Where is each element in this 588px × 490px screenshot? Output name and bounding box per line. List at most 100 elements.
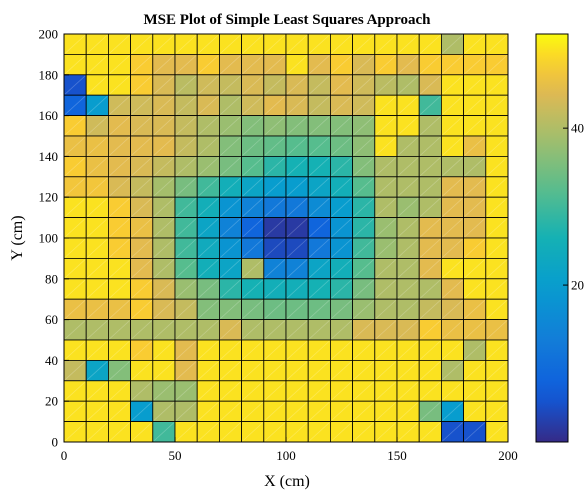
cell-glare-line bbox=[153, 381, 175, 401]
cell-glare-line bbox=[286, 136, 308, 156]
cell-glare-line bbox=[86, 422, 108, 442]
heatmap-cells bbox=[63, 33, 509, 443]
cell-glare-line bbox=[175, 218, 197, 238]
cell-glare-line bbox=[375, 177, 397, 197]
cell-glare-line bbox=[242, 259, 264, 279]
cell-glare-line bbox=[442, 197, 463, 217]
cell-glare-line bbox=[419, 177, 441, 197]
cell-glare-line bbox=[131, 197, 153, 217]
cell-glare-line bbox=[442, 340, 463, 360]
cell-glare-line bbox=[175, 340, 197, 360]
cell-glare-line bbox=[109, 116, 130, 136]
cell-glare-line bbox=[109, 401, 130, 421]
x-axis-ticks: 0 50 100 150 200 bbox=[61, 437, 518, 463]
cell-glare-line bbox=[109, 177, 130, 197]
x-tick-label: 0 bbox=[61, 448, 68, 463]
cell-glare-line bbox=[64, 422, 86, 442]
cell-glare-line bbox=[175, 55, 197, 75]
cell-glare-line bbox=[153, 177, 175, 197]
cell-glare-line bbox=[175, 34, 197, 54]
cell-glare-line bbox=[64, 197, 86, 217]
cell-glare-line bbox=[197, 218, 219, 238]
cell-glare-line bbox=[264, 259, 286, 279]
cell-glare-line bbox=[286, 299, 308, 319]
x-tick-label: 200 bbox=[498, 448, 518, 463]
cell-glare-line bbox=[308, 279, 330, 299]
cell-glare-line bbox=[464, 361, 486, 381]
cell-glare-line bbox=[375, 422, 397, 442]
cell-glare-line bbox=[264, 75, 286, 95]
cell-glare-line bbox=[375, 116, 397, 136]
cell-glare-line bbox=[464, 381, 486, 401]
cell-glare-line bbox=[486, 34, 508, 54]
cell-glare-line bbox=[464, 177, 486, 197]
cell-glare-line bbox=[109, 320, 130, 340]
cell-glare-line bbox=[153, 55, 175, 75]
y-tick-label: 180 bbox=[39, 67, 59, 82]
cell-glare-line bbox=[264, 197, 286, 217]
cell-glare-line bbox=[442, 320, 463, 340]
cell-glare-line bbox=[175, 259, 197, 279]
cell-glare-line bbox=[264, 299, 286, 319]
cell-glare-line bbox=[331, 75, 352, 95]
cell-glare-line bbox=[442, 55, 463, 75]
cell-glare-line bbox=[175, 299, 197, 319]
cell-glare-line bbox=[375, 95, 397, 115]
cell-glare-line bbox=[331, 218, 352, 238]
cell-glare-line bbox=[464, 136, 486, 156]
cell-glare-line bbox=[64, 340, 86, 360]
cell-glare-line bbox=[131, 279, 153, 299]
cell-glare-line bbox=[175, 279, 197, 299]
cell-glare-line bbox=[464, 157, 486, 177]
cell-glare-line bbox=[131, 259, 153, 279]
cell-glare-line bbox=[131, 136, 153, 156]
cell-glare-line bbox=[331, 259, 352, 279]
cell-glare-line bbox=[442, 279, 463, 299]
cell-glare-line bbox=[464, 197, 486, 217]
cell-glare-line bbox=[375, 218, 397, 238]
cell-glare-line bbox=[353, 238, 375, 258]
cell-glare-line bbox=[353, 75, 375, 95]
y-tick-label: 200 bbox=[39, 27, 59, 42]
cell-glare-line bbox=[442, 177, 463, 197]
cell-glare-line bbox=[286, 197, 308, 217]
cell-glare-line bbox=[419, 95, 441, 115]
cell-glare-line bbox=[64, 259, 86, 279]
cell-glare-line bbox=[331, 177, 352, 197]
cell-glare-line bbox=[242, 55, 264, 75]
cell-glare-line bbox=[397, 279, 419, 299]
cell-glare-line bbox=[64, 320, 86, 340]
cell-glare-line bbox=[175, 197, 197, 217]
cell-glare-line bbox=[242, 279, 264, 299]
cell-glare-line bbox=[486, 75, 508, 95]
cell-glare-line bbox=[242, 95, 264, 115]
cell-glare-line bbox=[86, 238, 108, 258]
cell-glare-line bbox=[197, 55, 219, 75]
cell-glare-line bbox=[308, 157, 330, 177]
cell-glare-line bbox=[486, 422, 508, 442]
cell-glare-line bbox=[486, 340, 508, 360]
cell-glare-line bbox=[375, 238, 397, 258]
cell-glare-line bbox=[109, 259, 130, 279]
cell-glare-line bbox=[331, 422, 352, 442]
y-tick-label: 60 bbox=[45, 312, 58, 327]
x-tick-label: 50 bbox=[169, 448, 182, 463]
cell-glare-line bbox=[242, 177, 264, 197]
cell-glare-line bbox=[486, 401, 508, 421]
cell-glare-line bbox=[464, 340, 486, 360]
cell-glare-line bbox=[264, 381, 286, 401]
cell-glare-line bbox=[153, 401, 175, 421]
cell-glare-line bbox=[486, 361, 508, 381]
cell-glare-line bbox=[153, 157, 175, 177]
cell-glare-line bbox=[286, 381, 308, 401]
cell-glare-line bbox=[375, 259, 397, 279]
cell-glare-line bbox=[442, 361, 463, 381]
cell-glare-line bbox=[109, 299, 130, 319]
cell-glare-line bbox=[86, 279, 108, 299]
cell-glare-line bbox=[109, 422, 130, 442]
cell-glare-line bbox=[153, 34, 175, 54]
cell-glare-line bbox=[86, 259, 108, 279]
cell-glare-line bbox=[331, 197, 352, 217]
cell-glare-line bbox=[109, 238, 130, 258]
cell-glare-line bbox=[353, 340, 375, 360]
